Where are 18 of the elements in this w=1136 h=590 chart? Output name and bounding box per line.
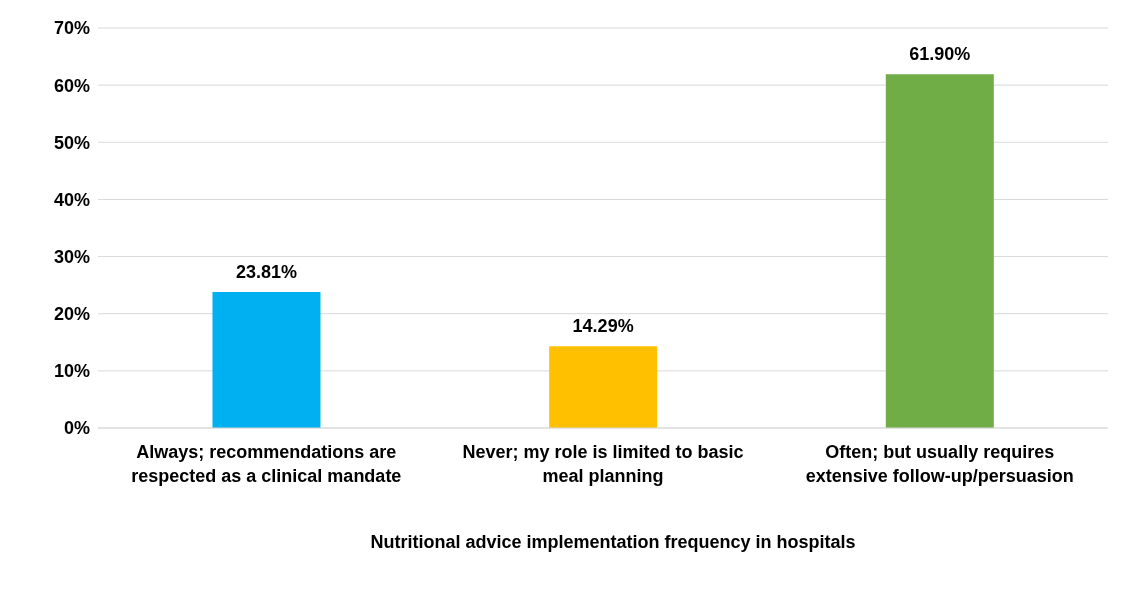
- data-label: 14.29%: [572, 316, 634, 337]
- y-tick-label: 30%: [53, 246, 90, 267]
- x-tick-label: Often; but usually requires extensive follow-up/persuasion: [805, 442, 1074, 486]
- y-tick-label: 20%: [53, 304, 90, 325]
- data-label: 23.81%: [235, 261, 297, 282]
- x-tick-label: Never; my role is limited to basic meal planning: [462, 442, 744, 486]
- bar: [212, 291, 321, 428]
- x-axis-title: Nutritional advice implementation frequency in hospitals: [369, 532, 857, 553]
- bar: [885, 74, 994, 428]
- x-tick-label: Always; recommendations are respected as a clinical mandate: [131, 442, 402, 486]
- y-tick-label: 60%: [53, 75, 90, 96]
- bar: [549, 346, 658, 428]
- y-tick-label: 40%: [53, 189, 90, 210]
- y-tick-label: 10%: [53, 361, 90, 382]
- y-tick-label: 70%: [53, 18, 90, 39]
- y-tick-label: 0%: [63, 418, 90, 439]
- data-label: 61.90%: [909, 44, 971, 65]
- y-tick-label: 50%: [53, 132, 90, 153]
